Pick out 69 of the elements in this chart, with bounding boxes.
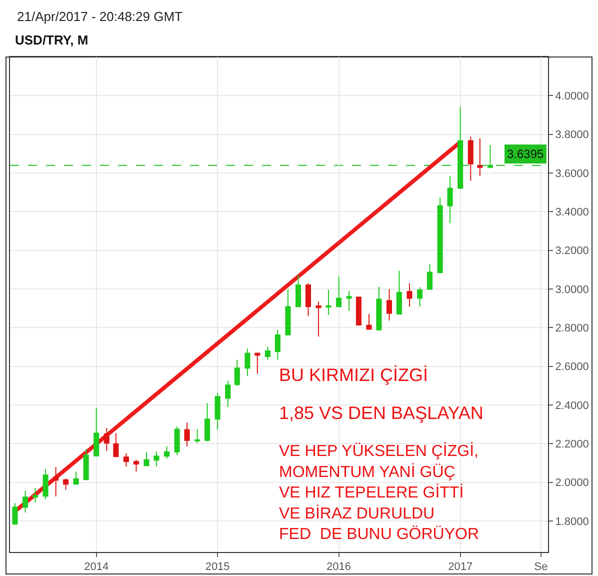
candlestick <box>396 270 402 314</box>
candlestick <box>204 402 210 442</box>
candlestick <box>83 448 89 481</box>
candlestick <box>63 478 69 490</box>
candlestick <box>376 286 382 330</box>
candlestick <box>184 422 190 447</box>
candlestick <box>133 459 139 472</box>
candlestick <box>244 348 250 376</box>
y-tick-label: 4.0000 <box>555 90 589 103</box>
candlestick <box>73 471 79 486</box>
y-tick-label: 3.6000 <box>555 168 589 180</box>
annotation: VE HEP YÜKSELEN ÇİZGİ, MOMENTUM YANİ GÜÇ VE HIZ TEPELERE GİTTİ VE BİRAZ DURULDU FED DE BUNU GÖRÜYOR <box>279 442 480 544</box>
candlestick <box>144 452 150 466</box>
candlestick <box>225 380 231 408</box>
candlestick <box>426 264 433 290</box>
y-tick-label: 2.8000 <box>555 322 589 335</box>
text: 21/Apr/2017 - 20:48:29 GMT <box>17 9 183 24</box>
x-tick-label: 2015 <box>205 561 230 574</box>
candlestick <box>305 282 311 316</box>
candlestick <box>477 138 483 176</box>
candlestick <box>234 359 240 386</box>
candlestick <box>326 289 332 316</box>
candlestick <box>336 276 342 308</box>
candlestick <box>295 274 302 308</box>
candlestick <box>53 466 59 498</box>
candlestick <box>285 288 291 336</box>
chart-title: USD/TRY, M <box>15 32 88 48</box>
candlestick <box>417 286 423 308</box>
y-tick-label: 3.2000 <box>555 245 589 258</box>
candlestick <box>386 288 392 322</box>
candlestick <box>123 452 130 468</box>
candlestick <box>406 282 412 308</box>
candlestick <box>174 426 180 456</box>
x-tick-label: 2016 <box>326 561 352 574</box>
candlestick <box>42 468 48 500</box>
x-tick-label: Se <box>534 561 548 574</box>
y-tick-label: 2.4000 <box>555 400 589 412</box>
candlestick <box>154 450 160 468</box>
candlestick <box>104 428 110 452</box>
candlestick <box>32 488 38 503</box>
annotation: BU KIRMIZI ÇİZGİ <box>279 365 428 385</box>
candlestick <box>194 428 200 444</box>
y-tick-label: 2.2000 <box>555 438 589 451</box>
candlestick <box>94 407 100 456</box>
y-tick-label: 3.0000 <box>555 284 589 296</box>
candlestick <box>316 301 322 338</box>
candlestick <box>366 313 372 330</box>
candlestick <box>468 136 474 182</box>
candlestick <box>356 296 362 326</box>
candlestick <box>113 432 119 458</box>
candlestick <box>22 490 28 514</box>
candlestick <box>164 446 170 460</box>
y-tick-label: 3.4000 <box>555 206 589 219</box>
candlestick <box>254 352 260 374</box>
y-tick-label: 3.8000 <box>555 129 589 142</box>
candlestick <box>12 502 18 526</box>
annotation: 1,85 VS DEN BAŞLAYAN <box>279 403 484 423</box>
y-tick-label: 1.8000 <box>555 516 589 528</box>
candlestick <box>214 392 220 430</box>
x-tick-label: 2014 <box>84 561 109 574</box>
y-tick-label: 2.0000 <box>555 477 589 490</box>
candlestick <box>264 346 270 360</box>
candlestick <box>447 175 453 224</box>
candlestick <box>346 290 352 312</box>
candlestick <box>437 196 443 274</box>
x-tick-label: 2017 <box>448 561 473 574</box>
y-tick-label: 2.6000 <box>555 361 589 374</box>
candlestick <box>274 329 280 360</box>
ref-line-label: 3.6395 <box>507 147 544 161</box>
